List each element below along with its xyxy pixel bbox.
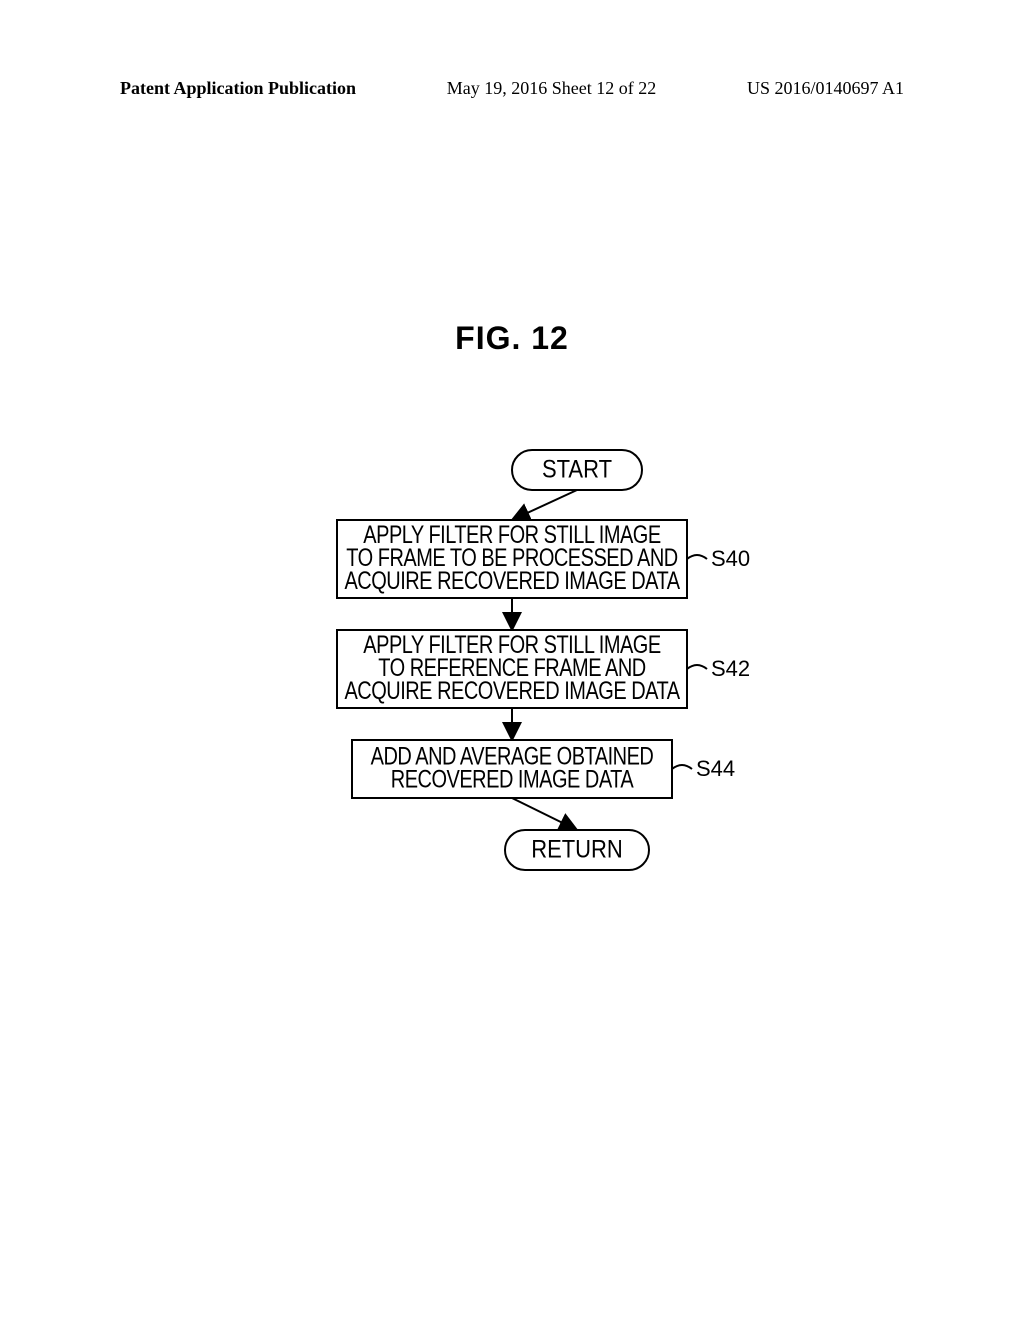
svg-text:START: START — [542, 456, 612, 484]
flowchart: START APPLY FILTER FOR STILL IMAGETO FRAM… — [232, 430, 792, 890]
svg-text:ACQUIRE RECOVERED IMAGE DATA: ACQUIRE RECOVERED IMAGE DATA — [344, 567, 680, 595]
svg-text:RETURN: RETURN — [531, 836, 623, 864]
header-left: Patent Application Publication — [120, 78, 356, 99]
flowchart-node-s42: APPLY FILTER FOR STILL IMAGETO REFERENCE… — [337, 630, 750, 708]
flowchart-node-start: START — [512, 450, 642, 490]
svg-text:ACQUIRE RECOVERED IMAGE DATA: ACQUIRE RECOVERED IMAGE DATA — [344, 677, 680, 705]
page-header: Patent Application Publication May 19, 2… — [0, 78, 1024, 99]
flowchart-node-s40: APPLY FILTER FOR STILL IMAGETO FRAME TO … — [337, 520, 750, 598]
flowchart-node-s44: ADD AND AVERAGE OBTAINEDRECOVERED IMAGE … — [352, 740, 735, 798]
svg-text:S44: S44 — [696, 756, 735, 781]
header-mid: May 19, 2016 Sheet 12 of 22 — [447, 78, 656, 99]
svg-text:RECOVERED IMAGE DATA: RECOVERED IMAGE DATA — [391, 765, 635, 793]
page: Patent Application Publication May 19, 2… — [0, 0, 1024, 1320]
svg-text:S40: S40 — [711, 546, 750, 571]
svg-text:S42: S42 — [711, 656, 750, 681]
flowchart-node-return: RETURN — [505, 830, 649, 870]
header-right: US 2016/0140697 A1 — [747, 78, 904, 99]
figure-title: FIG. 12 — [0, 320, 1024, 357]
